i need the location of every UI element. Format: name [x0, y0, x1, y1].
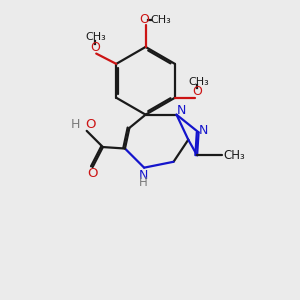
Text: O: O — [90, 40, 100, 54]
Text: CH₃: CH₃ — [188, 76, 209, 86]
Text: O: O — [139, 13, 149, 26]
Text: N: N — [139, 169, 148, 182]
Text: H: H — [71, 118, 80, 131]
Text: O: O — [85, 118, 95, 131]
Text: H: H — [139, 176, 148, 190]
Text: N: N — [199, 124, 208, 137]
Text: CH₃: CH₃ — [224, 149, 245, 162]
Text: CH₃: CH₃ — [151, 15, 171, 25]
Text: O: O — [192, 85, 202, 98]
Text: O: O — [87, 167, 98, 180]
Text: N: N — [177, 104, 187, 117]
Text: CH₃: CH₃ — [85, 32, 106, 42]
